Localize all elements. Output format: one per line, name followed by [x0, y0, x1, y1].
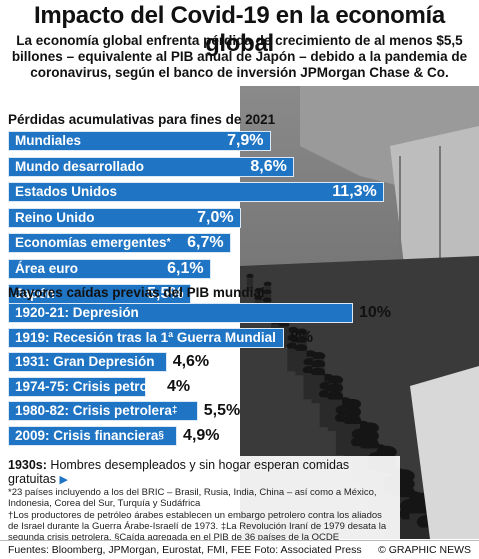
footnote-mark: * [166, 237, 171, 248]
chart-title: Mayores caídas previas del PIB mundial [8, 285, 265, 300]
footer-credit: © GRAPHIC NEWS [378, 544, 471, 556]
crowd-head [295, 328, 308, 336]
crowd-head [262, 297, 272, 303]
crowd-body [418, 527, 441, 539]
bar-value: 5,5% [147, 285, 184, 302]
bar-label: 2009: Crisis financiera§ [15, 427, 164, 443]
crowd-head [271, 311, 281, 317]
crowd-head [263, 289, 272, 295]
bar-label: Estados Unidos [15, 184, 118, 199]
crowd-head [343, 406, 362, 418]
crowd-head [278, 320, 290, 328]
crowd-head [312, 351, 326, 361]
bar-label: Economías emergentes* [15, 235, 171, 250]
bar-value: 5,5% [203, 402, 241, 419]
crowd-head [271, 303, 281, 309]
crowd-head [344, 398, 362, 410]
page-subtitle: La economía global enfrenta pérdida de c… [11, 33, 468, 80]
crowd-head [359, 437, 379, 451]
bar [8, 258, 212, 279]
bar [8, 233, 232, 253]
crowd-body [263, 302, 271, 320]
bar-label: Área euro [15, 260, 79, 276]
caption-text: Hombres desempleados y sin hogar esperan… [8, 458, 350, 486]
crowd-body [295, 350, 307, 376]
bar-label: 1920-21: Depresión [15, 305, 139, 320]
crowd-head [311, 359, 326, 369]
crowd-head [263, 281, 272, 287]
bar-label: 1931: Gran Depresión [15, 354, 155, 369]
bar [8, 401, 198, 421]
bar-label: 1980-82: Crisis petrolera‡ [15, 403, 178, 418]
bar [8, 131, 272, 151]
bar [8, 376, 146, 397]
bar-label: Mundo desarrollado [15, 158, 145, 174]
bar-label: 1919: Recesión tras la 1ª Guerra Mundial [15, 329, 276, 345]
crowd-body [246, 277, 254, 292]
bar-value: 4% [167, 377, 191, 395]
crowd-head [287, 326, 299, 334]
crowd-head [279, 312, 290, 320]
footnote-oil-crises: †Los productores de petróleo árabes esta… [8, 510, 387, 543]
footnote-mark: ‡ [171, 405, 178, 416]
bar-label: Reino Unido [15, 209, 95, 225]
caption-main: 1930s: Hombres desempleados y sin hogar … [8, 458, 394, 487]
bar-label: Japón [15, 286, 55, 301]
bar-value: 4,9% [183, 426, 220, 444]
crowd-head [279, 305, 290, 311]
crowd-head [254, 295, 263, 301]
footnote-mark: § [158, 429, 164, 441]
crowd-head [295, 336, 308, 344]
right-triangle-icon: ▶ [59, 474, 68, 486]
bar-value: 7,0% [197, 208, 234, 226]
crowd-head [246, 273, 254, 279]
crowd-head [327, 383, 344, 393]
bar-label: 1974-75: Crisis petrol.† [15, 378, 161, 394]
crowd-body [271, 324, 280, 344]
bar [8, 207, 242, 228]
crowd-head [255, 287, 263, 293]
footnote-mark: † [155, 380, 161, 392]
crowd-head [310, 367, 326, 377]
bar [8, 352, 167, 372]
footer: Fuentes: Bloomberg, JPMorgan, Eurostat, … [0, 540, 479, 559]
bar-value: 6,7% [187, 234, 224, 251]
bar [8, 425, 178, 446]
footnote-countries: *23 países incluyendo a los del BRIC – B… [8, 487, 377, 509]
crowd-body [279, 326, 289, 348]
page-title: Impacto del Covid-19 en la economía glob… [34, 2, 445, 57]
bar [8, 284, 192, 304]
crowd-body [287, 348, 298, 372]
footer-sources: Fuentes: Bloomberg, JPMorgan, Eurostat, … [8, 544, 362, 556]
bar-label: Mundiales [15, 133, 82, 148]
bar-value: 6,1% [167, 259, 204, 277]
bar-value: 4,6% [172, 353, 210, 370]
crowd-head [294, 344, 308, 352]
chart-title: Pérdidas acumulativas para fines de 2021 [8, 112, 276, 127]
crowd-head [326, 391, 344, 401]
caption-year: 1930s: [8, 458, 47, 472]
crowd-head [328, 375, 344, 385]
photo-caption: 1930s: Hombres desempleados y sin hogar … [0, 456, 400, 543]
crowd-head [343, 414, 361, 426]
crowd-body [254, 299, 263, 316]
